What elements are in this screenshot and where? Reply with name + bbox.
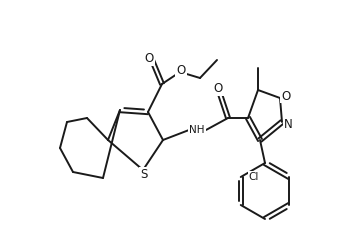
Text: O: O <box>213 82 223 95</box>
Text: Cl: Cl <box>249 172 259 182</box>
Text: NH: NH <box>189 125 205 135</box>
Text: O: O <box>176 64 186 77</box>
Text: N: N <box>284 118 292 130</box>
Text: O: O <box>281 90 291 103</box>
Text: O: O <box>144 52 154 65</box>
Text: S: S <box>140 168 148 181</box>
